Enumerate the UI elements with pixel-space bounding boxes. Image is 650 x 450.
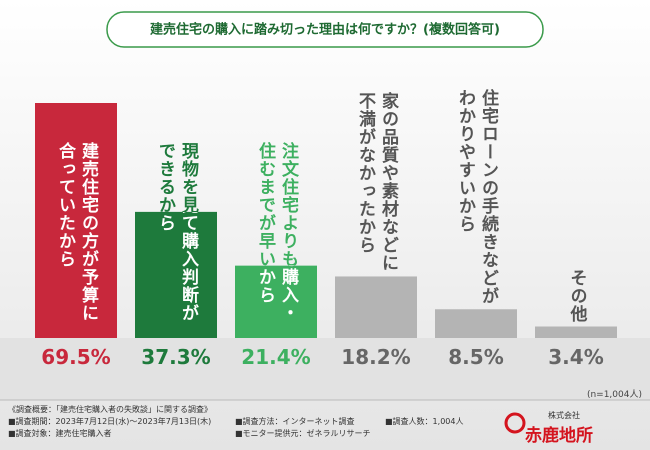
value-label: 37.3%: [141, 345, 210, 369]
footer-line: 《調査概要：「建売住宅購入者の失敗談」に関する調査》: [8, 405, 212, 414]
footer-line: ■調査人数：1,004人: [385, 417, 464, 426]
bar: [135, 211, 217, 338]
bar: [335, 276, 417, 338]
title-box: [106, 11, 544, 48]
category-label: 家の品質や素材などに 不満がなかったから: [355, 92, 398, 273]
bar: [435, 309, 517, 338]
value-label: 8.5%: [448, 345, 503, 369]
footer-line: ■調査期間：2023年7月12日(水)〜2023年7月13日(木): [8, 417, 212, 426]
category-label: 住宅ローンの手続きなどが わかりやすいから: [455, 89, 498, 306]
category-label: 現物を見て購入判断が できるから: [155, 142, 198, 322]
category-label: その他: [566, 268, 587, 323]
company-type: 株式会社: [548, 410, 580, 420]
footer-line: ■調査方法：インターネット調査: [235, 417, 355, 426]
category-label: 建売住宅の方が予算に 合っていたから: [55, 142, 98, 322]
logo-mark: [504, 412, 526, 434]
company-name: 赤鹿地所: [525, 425, 593, 446]
category-label: 注文住宅よりも購入・ 住むまでが早いから: [255, 142, 298, 322]
bar: [35, 103, 117, 338]
bar: [535, 326, 617, 338]
footer-line: ■モニター提供元：ゼネラルリサーチ: [235, 429, 371, 438]
chart-title: 建売住宅の購入に踏み切った理由は何ですか？(複数回答可): [150, 22, 500, 38]
ground: [0, 338, 650, 400]
value-label: 3.4%: [548, 345, 603, 369]
value-label: 69.5%: [41, 345, 110, 369]
sample-note: (n=1,004人): [587, 389, 642, 400]
value-label: 18.2%: [341, 345, 410, 369]
bar: [235, 265, 317, 338]
footer-line: ■調査対象：建売住宅購入者: [8, 429, 112, 438]
value-label: 21.4%: [241, 345, 310, 369]
